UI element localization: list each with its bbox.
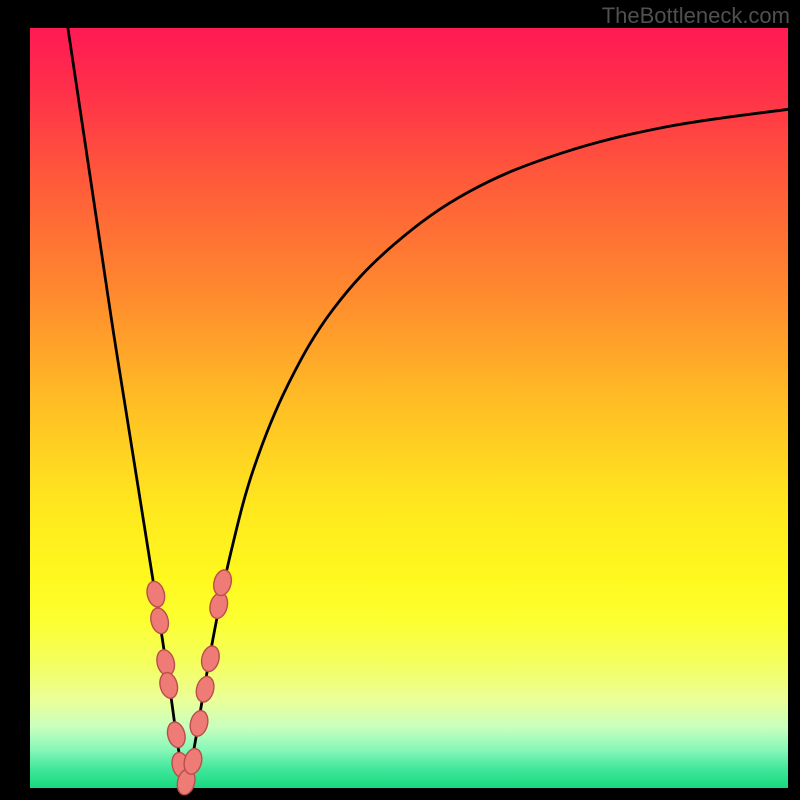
plot-area [30,28,788,788]
bottleneck-chart: TheBottleneck.com [0,0,800,800]
chart-svg [0,0,800,800]
